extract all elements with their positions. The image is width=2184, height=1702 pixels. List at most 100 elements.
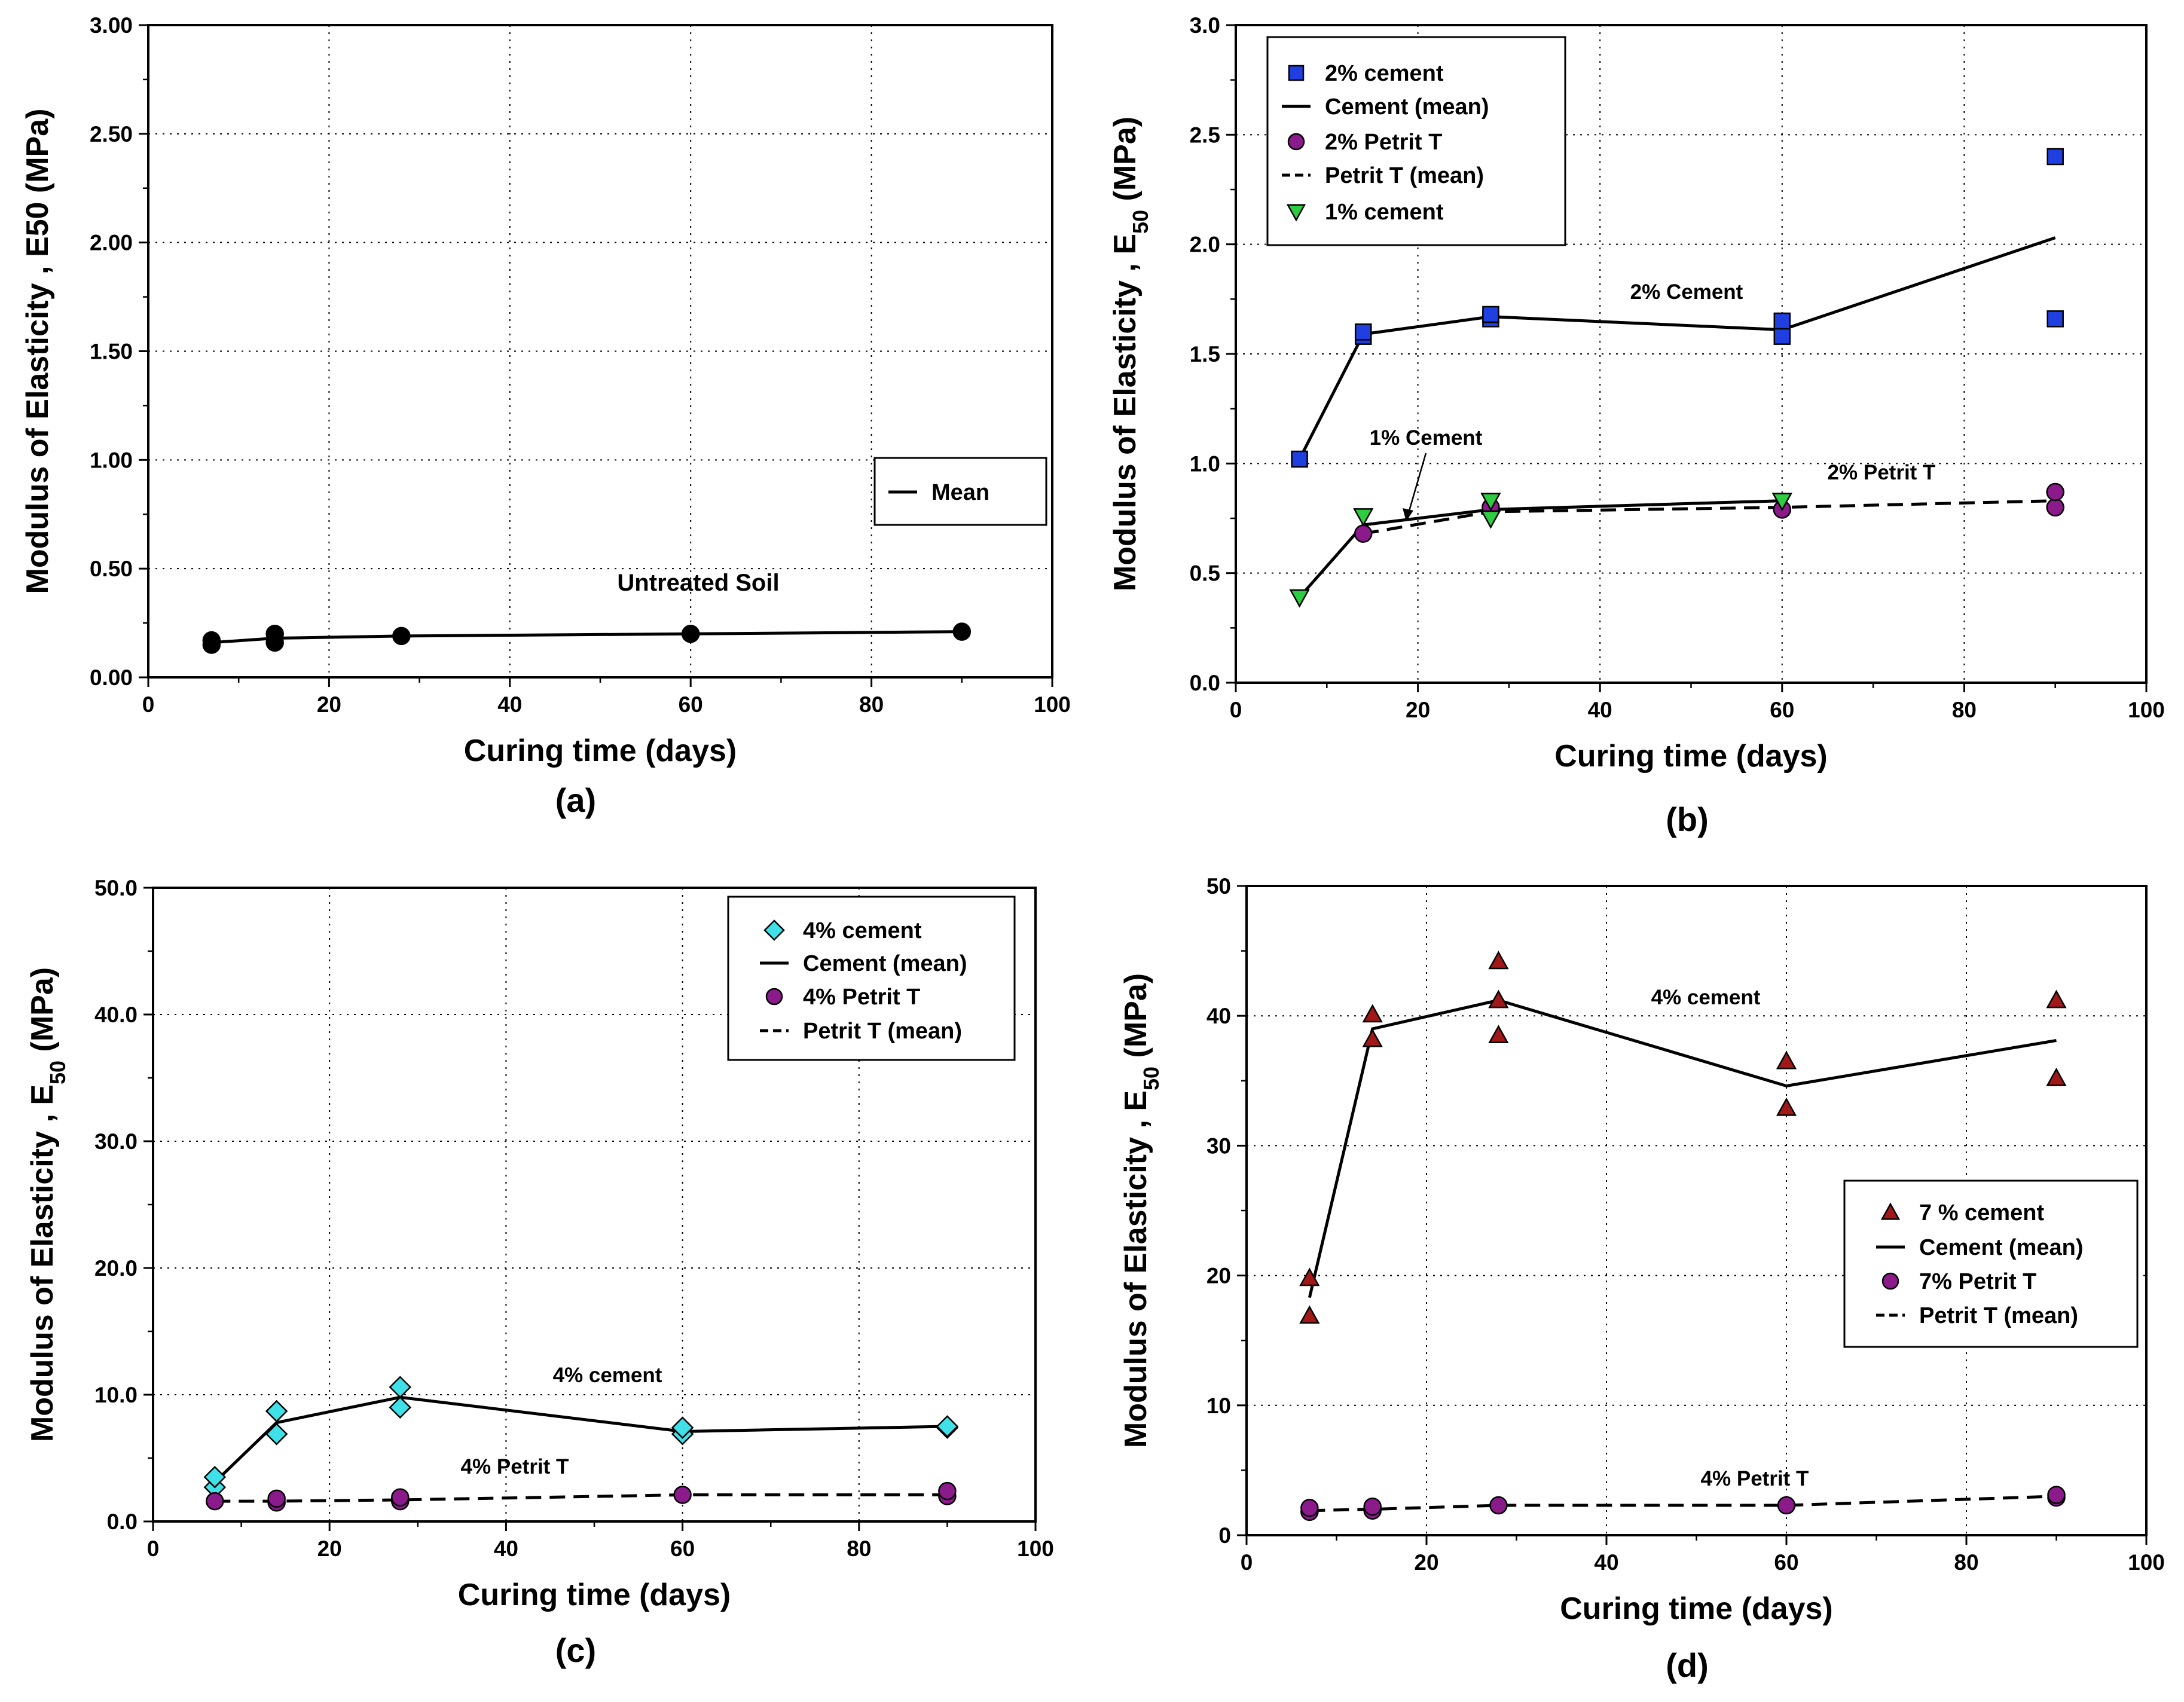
annotation-label: 4% cement (553, 1364, 662, 1387)
data-point-4-cement (671, 1416, 694, 1439)
data-point-2-petrit-t (1354, 524, 1373, 543)
annotation-label: 4% Petrit T (1701, 1467, 1809, 1490)
panel-label: (b) (1666, 800, 1709, 838)
y-tick-label: 10.0 (94, 1383, 138, 1407)
legend-marker-1-cement (1286, 204, 1306, 222)
data-point-7-cement (1776, 1050, 1797, 1070)
annotation-label: 4% cement (1651, 986, 1761, 1009)
legend-marker-7-cement (1880, 1202, 1901, 1220)
data-point-2-cement (1773, 328, 1791, 345)
data-point-points (681, 625, 700, 643)
x-tick-label: 80 (1952, 698, 1977, 722)
legend-marker-4-cement (763, 919, 785, 941)
annotation-label: 2% Petrit T (1828, 461, 1936, 484)
data-point-7-cement (2046, 989, 2067, 1009)
data-point-1-cement (1480, 510, 1501, 529)
x-tick-label: 20 (317, 1536, 342, 1561)
data-point-7-petrit-t (2047, 1486, 2066, 1504)
series-line-mean (211, 630, 962, 644)
data-point-points (392, 627, 411, 646)
data-point-points (952, 622, 972, 641)
x-tick-label: 40 (497, 692, 522, 717)
x-tick-label: 60 (670, 1536, 695, 1561)
y-tick-label: 3.00 (90, 13, 133, 38)
series-line-cement-mean- (213, 1395, 948, 1484)
annotation-label: 1% Cement (1370, 426, 1483, 450)
data-point-2-cement (2046, 148, 2064, 166)
y-tick-label: 2.00 (90, 231, 133, 255)
annotation-label: 2% Cement (1630, 280, 1743, 304)
data-point-2-cement (1354, 323, 1372, 341)
y-tick-label: 0.5 (1190, 561, 1220, 586)
y-tick-label: 30.0 (94, 1129, 138, 1154)
data-point-4-cement (203, 1466, 227, 1489)
x-tick-label: 20 (1414, 1550, 1438, 1575)
data-point-1-cement (1771, 493, 1792, 512)
x-tick-label: 60 (679, 692, 703, 717)
y-tick-label: 40.0 (94, 1003, 138, 1027)
data-point-4-cement (389, 1376, 412, 1399)
legend-marker-4-petrit-t (765, 988, 783, 1006)
y-tick-label: 2.5 (1190, 123, 1220, 147)
x-axis-title: Curing time (days) (464, 734, 737, 768)
data-point-7-cement (1362, 1028, 1383, 1047)
data-point-7-cement (1299, 1305, 1320, 1324)
data-point-7-cement (1488, 951, 1509, 970)
data-point-2-petrit-t (2046, 498, 2064, 517)
x-axis-title: Curing time (days) (458, 1578, 731, 1612)
legend-label: 7% Petrit T (1919, 1269, 2036, 1294)
series-line-unnamed-5 (1298, 499, 1782, 598)
x-tick-label: 20 (1406, 698, 1430, 722)
y-tick-label: 1.5 (1190, 342, 1220, 366)
legend-marker-2-cement (1288, 65, 1305, 81)
data-point-7-petrit-t (1777, 1496, 1796, 1515)
legend-marker-7-petrit-t (1881, 1272, 1899, 1290)
data-point-4-petrit-t (267, 1489, 286, 1508)
data-point-7-cement (1776, 1097, 1797, 1116)
legend-label: Petrit T (mean) (803, 1019, 962, 1044)
data-point-points (202, 631, 221, 650)
y-tick-label: 10 (1206, 1394, 1231, 1418)
annotation-arrow (1407, 453, 1427, 514)
y-tick-label: 0.0 (1190, 671, 1220, 695)
x-tick-label: 0 (1230, 698, 1242, 722)
data-point-4-cement (265, 1400, 288, 1423)
chart-panel-b: 0 20 40 60 80 100 0.0 0.5 1.0 1.5 2.0 2.5 3.0 2% Ceme… (1108, 13, 2165, 838)
panel-label: (a) (555, 781, 596, 819)
x-tick-label: 40 (494, 1536, 518, 1561)
y-tick-label: 1.50 (90, 340, 133, 364)
plot-frame (1245, 885, 2148, 1536)
data-point-2-cement (1291, 450, 1308, 468)
series-line-petrit-t-mean- (1309, 1495, 2057, 1512)
y-tick-label: 2.50 (90, 122, 133, 146)
data-point-4-petrit-t (391, 1488, 410, 1507)
x-axis-title: Curing time (days) (1560, 1591, 1833, 1626)
legend-label: Cement (mean) (1919, 1235, 2084, 1260)
data-point-4-cement (389, 1396, 412, 1419)
x-tick-label: 0 (142, 692, 155, 717)
plot-frame (147, 24, 1053, 679)
chart-panel-d: 0 20 40 60 80 100 0 10 20 30 40 50 4% cement 4% Petri… (1119, 874, 2165, 1684)
x-axis-title: Curing time (days) (1554, 739, 1828, 774)
y-tick-label: 0.00 (90, 665, 133, 690)
y-axis-title: Modulus of Elasticity , E50 (MPa) (20, 109, 55, 594)
y-tick-label: 1.0 (1190, 451, 1220, 476)
x-tick-label: 60 (1770, 698, 1794, 722)
data-point-1-cement (1353, 508, 1374, 527)
legend-label: Petrit T (mean) (1919, 1303, 2078, 1328)
data-point-1-cement (1480, 493, 1501, 512)
data-point-7-petrit-t (1489, 1496, 1508, 1515)
data-point-2-cement (2046, 310, 2064, 328)
y-axis-title: Modulus of Elasticity , E50 (MPa) (25, 967, 70, 1442)
y-axis-title: Modulus of Elasticity , E50 (MPa) (1108, 117, 1153, 591)
legend-label: 1% cement (1325, 200, 1444, 225)
legend-label: Mean (931, 480, 989, 505)
data-point-2-cement (1773, 312, 1791, 330)
x-tick-label: 0 (1241, 1550, 1253, 1575)
data-point-2-cement (1482, 305, 1499, 323)
y-tick-label: 50.0 (94, 876, 138, 900)
legend-label: Petrit T (mean) (1325, 163, 1484, 188)
legend-box (1266, 36, 1566, 246)
annotation-label: Untreated Soil (617, 570, 779, 596)
